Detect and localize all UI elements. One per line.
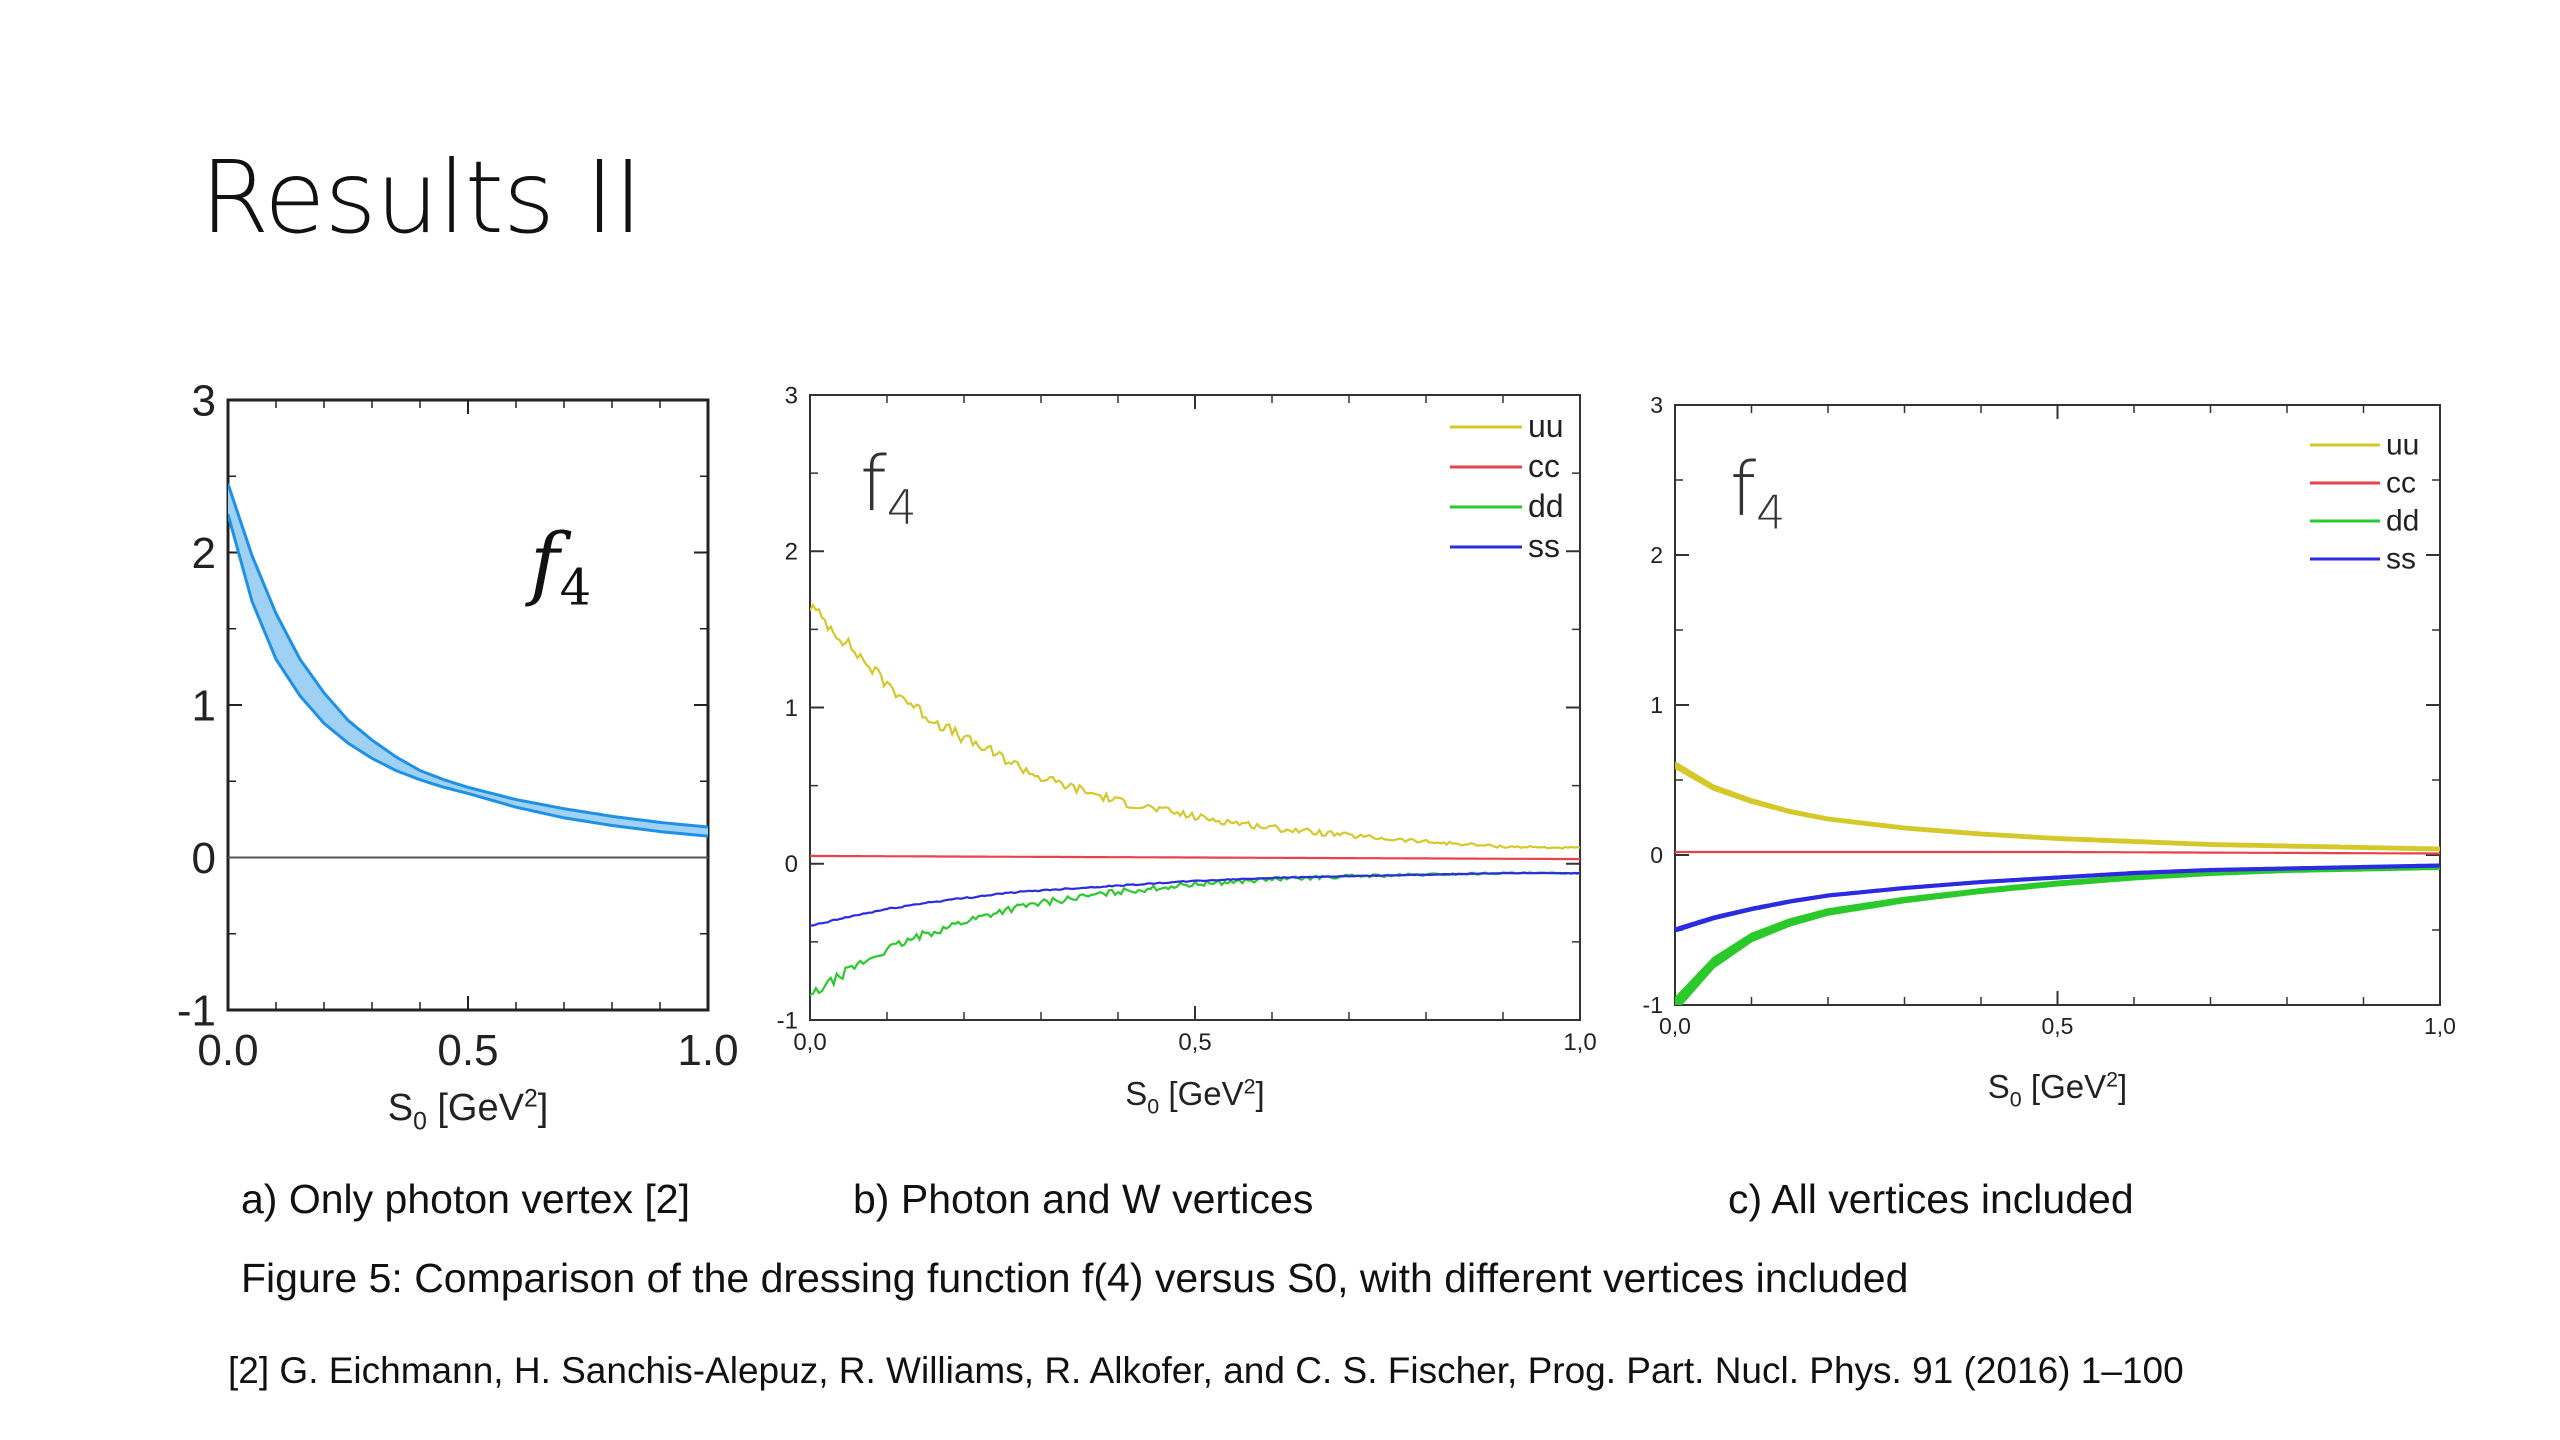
legend: uu cc dd ss <box>2310 429 2419 576</box>
y-tick-label: 0 <box>1650 842 1663 868</box>
series-uu-line <box>1675 761 2440 850</box>
plot-frame <box>226 398 710 1012</box>
legend-label-dd: dd <box>2386 505 2419 538</box>
y-tick-label: -1 <box>177 986 216 1035</box>
y-tick-label: 1 <box>192 681 216 730</box>
series-uu-line <box>1675 762 2440 850</box>
legend-label-uu: uu <box>1528 408 1564 444</box>
chart-panel-c: -1 0 1 2 3 0,0 0,5 1,0 S0 [GeV2] f4 uu cc dd ss <box>1643 392 2456 1111</box>
series-dd-line <box>1675 865 2440 1005</box>
legend-label-cc: cc <box>1528 448 1560 484</box>
plot-frame <box>809 394 1581 1021</box>
legend: uu cc dd ss <box>1450 408 1564 564</box>
series-uu-line <box>810 602 1580 850</box>
series-dd-line <box>1676 866 2440 1005</box>
plot-frame <box>1674 404 2441 1006</box>
x-tick-label: 0,0 <box>1659 1013 1691 1039</box>
plot-area <box>810 602 1580 997</box>
legend-label-cc: cc <box>2386 467 2416 500</box>
series-cc-line <box>810 854 1580 861</box>
series-dd-line <box>810 871 1580 997</box>
series-dd-line <box>1675 865 2440 1005</box>
caption-panel-b: b) Photon and W vertices <box>853 1176 1314 1222</box>
y-tick-label: 3 <box>1650 392 1663 418</box>
f4-annotation: f4 <box>860 439 917 536</box>
legend-label-ss: ss <box>2386 543 2416 576</box>
f4-band-lower <box>228 513 708 838</box>
y-tick-label: -1 <box>777 1007 798 1034</box>
y-tick-label: 2 <box>785 539 798 566</box>
f4-band-upper <box>228 483 708 829</box>
reference-citation: [2] G. Eichmann, H. Sanchis-Alepuz, R. W… <box>228 1350 2184 1391</box>
x-axis-label: S0 [GeV2] <box>1125 1074 1264 1118</box>
x-axis-label: S0 [GeV2] <box>1988 1067 2127 1111</box>
series-dd-line <box>1678 867 2440 1005</box>
y-tick-label: 2 <box>1650 542 1663 568</box>
x-tick-label: 1.0 <box>677 1026 738 1075</box>
plot-area <box>228 483 708 859</box>
legend-label-uu: uu <box>2386 429 2419 462</box>
x-tick-label: 0.5 <box>437 1026 498 1075</box>
series-ss-line <box>810 871 1580 927</box>
y-tick-label: 1 <box>1650 692 1663 718</box>
x-tick-label: 0.0 <box>197 1026 258 1075</box>
chart-panel-b: -1 0 1 2 3 0,0 0,5 1,0 S0 [GeV2] f4 uu cc dd ss <box>777 382 1597 1118</box>
legend-label-ss: ss <box>1528 528 1560 564</box>
legend-label-dd: dd <box>1528 488 1564 524</box>
y-tick-label: 3 <box>785 382 798 409</box>
chart-panel-a: -1 0 1 2 3 0.0 0.5 1.0 S0 [GeV2] f4 <box>177 376 739 1136</box>
y-tick-label: 0 <box>785 851 798 878</box>
y-tick-label: 3 <box>192 376 216 425</box>
series-ss-line <box>1675 863 2440 931</box>
y-tick-label: 2 <box>192 529 216 578</box>
x-tick-label: 0,0 <box>793 1029 826 1056</box>
f4-annotation: f4 <box>1730 447 1785 539</box>
plot-area <box>1675 761 2440 1005</box>
series-cc-line <box>1675 850 2440 855</box>
slide-title: Results II <box>200 139 643 256</box>
x-tick-label: 0,5 <box>2042 1013 2074 1039</box>
figure-caption: Figure 5: Comparison of the dressing fun… <box>241 1255 1909 1301</box>
x-tick-label: 1,0 <box>1563 1029 1596 1056</box>
f4-annotation: f4 <box>525 516 591 616</box>
y-tick-label: 1 <box>785 695 798 722</box>
caption-panel-a: a) Only photon vertex [2] <box>241 1176 690 1222</box>
x-tick-label: 1,0 <box>2424 1013 2456 1039</box>
x-tick-label: 0,5 <box>1178 1029 1211 1056</box>
y-tick-label: 0 <box>192 834 216 883</box>
y-tick-label: -1 <box>1643 992 1663 1018</box>
x-axis-label: S0 [GeV2] <box>388 1086 549 1136</box>
caption-panel-c: c) All vertices included <box>1728 1176 2134 1222</box>
